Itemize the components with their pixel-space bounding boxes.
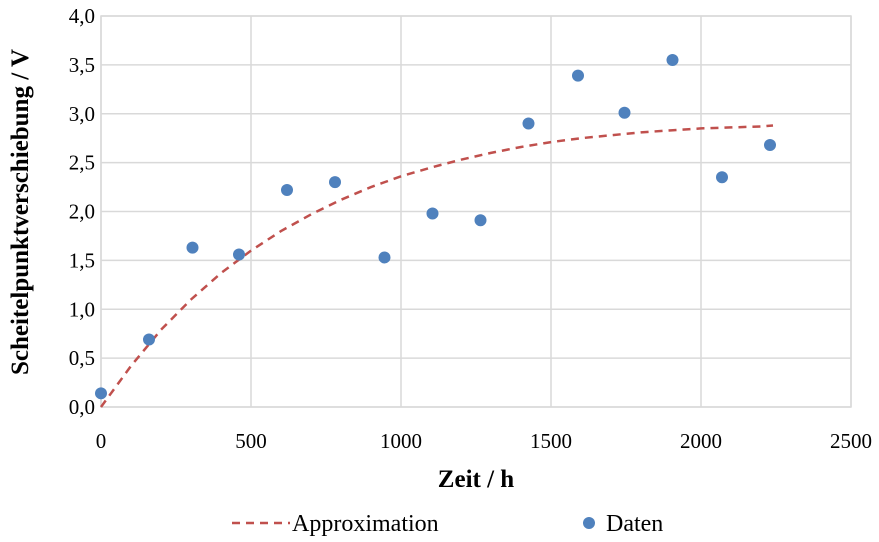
data-point	[764, 139, 776, 152]
data-point	[95, 387, 107, 400]
data-point	[233, 248, 245, 261]
y-tick-label: 4,0	[69, 4, 95, 28]
x-tick-label: 1500	[530, 429, 572, 453]
legend-daten-swatch	[583, 517, 595, 529]
data-point	[618, 106, 631, 119]
y-tick-label: 1,5	[69, 248, 95, 272]
y-tick-label: 1,0	[69, 297, 95, 321]
y-tick-label: 0,5	[69, 346, 95, 370]
legend-approximation-label: Approximation	[292, 511, 439, 537]
plot-area-frame	[100, 15, 852, 408]
y-axis-ticks: 0,0 0,5 1,0 1,5 2,0 2,5 3,0 3,5 4,0	[69, 4, 95, 419]
x-axis-title: Zeit / h	[438, 466, 514, 493]
data-point	[378, 251, 391, 264]
y-axis-title: Scheitelpunktverschiebung / V	[7, 49, 34, 375]
data-point	[426, 207, 439, 220]
data-point	[522, 117, 535, 130]
data-point	[666, 53, 679, 66]
y-tick-label: 3,5	[69, 53, 95, 77]
gridlines	[100, 15, 852, 408]
y-tick-label: 2,5	[69, 151, 95, 175]
data-point	[474, 214, 487, 227]
y-tick-label: 3,0	[69, 102, 95, 126]
x-tick-label: 500	[235, 429, 267, 453]
x-tick-label: 1000	[380, 429, 422, 453]
y-tick-label: 2,0	[69, 200, 95, 224]
data-point	[716, 171, 728, 184]
series-layer	[95, 53, 776, 408]
approximation-line	[99, 124, 774, 408]
data-point	[186, 241, 199, 254]
x-tick-label: 2500	[830, 429, 872, 453]
y-tick-label: 0,0	[69, 395, 95, 419]
legend-daten-label: Daten	[606, 511, 663, 537]
data-point	[143, 333, 155, 346]
legend: Approximation Daten	[232, 511, 663, 537]
x-axis-ticks: 0 500 1000 1500 2000 2500	[96, 429, 872, 453]
x-tick-label: 2000	[680, 429, 722, 453]
data-point	[281, 183, 293, 196]
x-tick-label: 0	[96, 429, 107, 453]
data-point	[329, 176, 341, 189]
data-point	[572, 69, 584, 82]
